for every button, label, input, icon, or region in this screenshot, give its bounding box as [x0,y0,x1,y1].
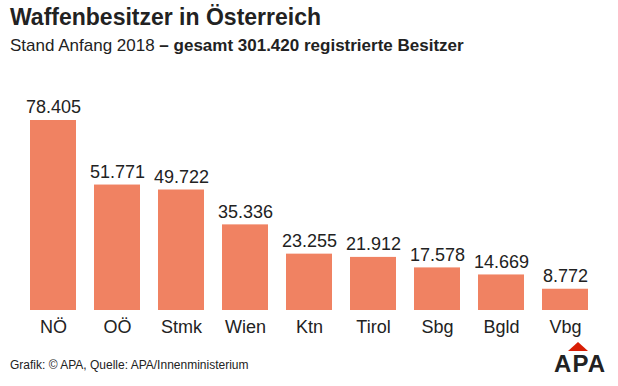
svg-text:17.578: 17.578 [410,245,465,265]
svg-text:8.772: 8.772 [543,266,588,286]
svg-text:14.669: 14.669 [474,252,529,272]
svg-text:23.255: 23.255 [282,231,337,251]
html-text:Waffenbesitzer in Österreich: Waffenbesitzer in Österreich [10,4,321,30]
svg-text:Sbg: Sbg [421,317,453,337]
svg-text:Vbg: Vbg [549,317,581,337]
svg-text:Ktn: Ktn [296,317,323,337]
svg-text:35.336: 35.336 [218,202,273,222]
html-text:APA: APA [554,350,606,377]
html-text:Grafik: © APA, Quelle: APA/Inn: Grafik: © APA, Quelle: APA/Innenminister… [10,358,249,372]
svg-text:OÖ: OÖ [103,317,131,337]
svg-text:Wien: Wien [225,317,266,337]
svg-text:Tirol: Tirol [356,317,390,337]
svg-text:Stmk: Stmk [161,317,203,337]
svg-text:Bgld: Bgld [483,317,519,337]
svg-text:21.912: 21.912 [346,234,401,254]
svg-text:78.405: 78.405 [26,97,81,117]
svg-text:49.722: 49.722 [154,167,209,187]
svg-text:51.771: 51.771 [90,162,145,182]
html-text:Stand Anfang 2018 – gesamt 301: Stand Anfang 2018 – gesamt 301.420 regis… [10,36,464,55]
svg-text:NÖ: NÖ [40,317,67,337]
